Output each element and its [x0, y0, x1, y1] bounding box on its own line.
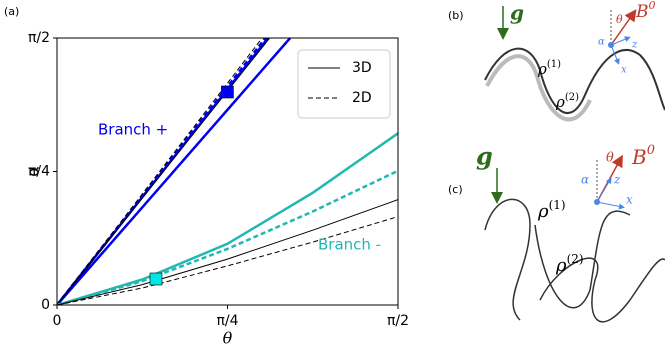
panel-label: (c)	[448, 183, 463, 196]
point	[594, 199, 600, 205]
g-label: g	[476, 142, 493, 171]
y-tick-label: π/4	[28, 164, 50, 180]
y-tick-label: π/2	[28, 30, 50, 46]
x-arrow	[610, 44, 620, 65]
rho2: ρ(2)	[555, 92, 579, 112]
x-tick-label: 0	[53, 313, 62, 329]
x-axis-label: θ	[223, 329, 233, 348]
rho1: ρ(1)	[537, 198, 566, 223]
interface	[484, 47, 665, 115]
line	[57, 132, 398, 305]
line	[57, 169, 398, 305]
x-tick-label: π/2	[387, 313, 409, 329]
b-label: B0	[635, 0, 656, 22]
rho-sup: (1)	[549, 198, 566, 212]
alpha: α	[598, 37, 605, 48]
marker	[149, 272, 163, 286]
rho: ρ	[537, 201, 549, 222]
z: z	[631, 40, 638, 51]
z-arrow	[610, 36, 631, 46]
annotation: Branch -	[318, 236, 381, 254]
marker	[221, 85, 234, 99]
rho1: ρ(1)	[537, 59, 561, 79]
line	[57, 216, 398, 305]
point	[608, 42, 614, 48]
plot-area	[57, 38, 398, 305]
rho-sup: (1)	[547, 59, 561, 70]
x-arrow	[596, 201, 625, 210]
panel-c: (c) g θ B0 α z x ρ(1) ρ(2)	[448, 142, 665, 323]
rho: ρ	[537, 60, 547, 78]
theta: θ	[606, 151, 614, 166]
line	[57, 38, 263, 305]
legend-label: 2D	[352, 90, 372, 106]
b-label: B0	[631, 143, 655, 169]
z: z	[613, 173, 621, 187]
line	[57, 38, 271, 305]
annotation: Branch +	[98, 121, 168, 139]
panel-label: (a)	[4, 5, 19, 18]
interface-shadow	[485, 54, 592, 122]
rho: ρ	[555, 255, 567, 276]
field-arrow	[610, 9, 637, 46]
g-label: g	[510, 1, 524, 25]
y-tick-label: 0	[41, 297, 50, 313]
x: x	[626, 193, 633, 207]
legend-label: 3D	[352, 60, 372, 76]
interface	[484, 198, 665, 323]
x: x	[621, 65, 627, 76]
chart-a: (a) 0 π/4 π/2 0 π/4 π/2 θ α 3D 2D Branch + Branch -	[4, 5, 409, 348]
b: B	[635, 2, 649, 22]
rho-sup: (2)	[565, 92, 579, 103]
x-tick-label: π/4	[216, 313, 238, 329]
rho-sup: (2)	[567, 252, 584, 266]
rho: ρ	[555, 93, 565, 111]
panel-label: (b)	[448, 9, 464, 22]
z-arrow	[596, 177, 612, 203]
line	[57, 38, 292, 305]
b: B	[631, 145, 647, 169]
y-axis-label: α	[24, 166, 43, 177]
legend-box	[297, 49, 391, 119]
b-sup: 0	[647, 143, 655, 158]
alpha: α	[581, 173, 589, 187]
b-sup: 0	[649, 0, 656, 12]
rho2: ρ(2)	[555, 252, 584, 277]
theta: θ	[616, 13, 623, 26]
panel-b: (b) g θ B0 α z x ρ(1) ρ(2)	[448, 0, 665, 122]
line	[57, 199, 398, 305]
